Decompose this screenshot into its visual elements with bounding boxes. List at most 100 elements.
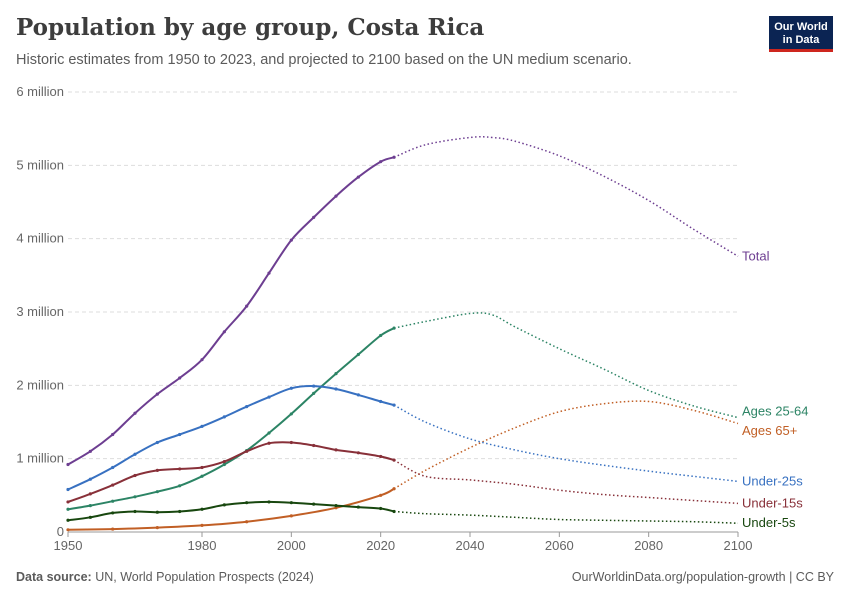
- data-point-under-5s: [392, 509, 396, 514]
- data-point-ages-25-64: [267, 431, 271, 435]
- data-point-under-15s: [133, 473, 137, 478]
- data-point-ages-25-64: [392, 326, 396, 330]
- data-point-under-5s: [267, 500, 271, 504]
- data-point-ages-65: [66, 528, 70, 532]
- data-point-total: [356, 175, 360, 179]
- data-point-under-15s: [245, 449, 249, 453]
- data-point-ages-25-64: [66, 507, 70, 511]
- series-label-total: Total: [742, 248, 770, 263]
- x-tick-label: 2080: [634, 538, 663, 553]
- data-point-under-25s: [379, 399, 383, 404]
- data-point-total: [155, 392, 159, 396]
- x-tick-label: 2000: [277, 538, 306, 553]
- data-point-under-25s: [356, 393, 360, 397]
- data-point-under-15s: [222, 460, 226, 464]
- logo-line-1: Our World: [774, 21, 828, 33]
- data-point-under-15s: [155, 468, 159, 472]
- series-line-under-25s-historic: [67, 385, 395, 491]
- data-point-ages-65: [379, 493, 383, 497]
- data-point-ages-25-64: [334, 372, 338, 376]
- series-label-under-25s: Under-25s: [742, 473, 803, 488]
- data-point-ages-25-64: [222, 462, 226, 467]
- data-point-under-15s: [178, 467, 182, 471]
- series-line-under-5s-historic: [67, 500, 395, 522]
- data-point-ages-65: [155, 526, 159, 530]
- data-point-ages-65: [392, 487, 396, 491]
- data-point-total: [289, 238, 293, 242]
- x-tick-label: 1980: [188, 538, 217, 553]
- data-point-under-15s: [379, 454, 383, 459]
- series-label-under-5s: Under-5s: [742, 515, 796, 530]
- data-point-under-25s: [245, 405, 249, 409]
- x-tick-label: 1950: [54, 538, 83, 553]
- data-point-total: [133, 411, 137, 415]
- data-point-under-25s: [312, 384, 316, 388]
- series-label-ages-65: Ages 65+: [742, 423, 797, 438]
- data-point-under-15s: [267, 441, 271, 445]
- data-point-total: [245, 304, 249, 308]
- series-line-ages-25-64-historic: [67, 327, 395, 511]
- data-point-under-5s: [111, 511, 115, 515]
- y-tick-label: 1 million: [16, 451, 64, 466]
- data-point-ages-25-64: [379, 333, 383, 338]
- data-point-ages-25-64: [155, 490, 159, 494]
- series-line-total-historic: [67, 156, 395, 466]
- y-tick-label: 4 million: [16, 231, 64, 246]
- data-point-under-15s: [289, 440, 293, 445]
- data-point-under-15s: [200, 465, 204, 470]
- series-line-under-15s-historic: [67, 441, 395, 503]
- data-point-total: [88, 449, 92, 453]
- data-point-total: [66, 462, 70, 467]
- data-point-under-15s: [88, 492, 92, 496]
- y-tick-label: 6 million: [16, 84, 64, 99]
- data-point-ages-25-64: [289, 412, 293, 416]
- data-point-under-25s: [133, 452, 137, 456]
- footer-url-link[interactable]: OurWorldinData.org/population-growth | C…: [571, 570, 834, 584]
- data-point-ages-65: [111, 527, 115, 531]
- data-point-under-15s: [356, 451, 360, 455]
- x-tick-label: 2040: [456, 538, 485, 553]
- data-point-under-5s: [178, 509, 182, 514]
- data-point-total: [178, 376, 182, 380]
- data-point-under-15s: [312, 443, 316, 448]
- data-point-ages-25-64: [356, 352, 360, 357]
- series-line-under-25s-projected: [393, 404, 739, 483]
- data-source-label: Data source:: [16, 570, 92, 584]
- data-point-under-5s: [66, 518, 70, 522]
- data-point-under-15s: [66, 500, 70, 504]
- data-point-under-25s: [222, 415, 226, 419]
- series-line-under-5s-projected: [394, 510, 739, 524]
- data-point-under-5s: [245, 501, 249, 505]
- data-point-total: [334, 194, 338, 198]
- x-tick-label: 2100: [724, 538, 753, 553]
- data-point-under-25s: [155, 440, 159, 445]
- data-point-ages-65: [245, 520, 249, 524]
- data-point-ages-25-64: [178, 484, 182, 488]
- data-point-under-25s: [111, 465, 115, 470]
- data-point-under-5s: [155, 510, 159, 514]
- x-axis: 1950 1980 2000 2020 2040 2060 2080 2100: [54, 531, 753, 553]
- data-point-total: [267, 271, 271, 275]
- data-point-under-25s: [267, 395, 271, 399]
- data-point-under-5s: [379, 506, 383, 511]
- data-point-under-5s: [88, 515, 92, 519]
- y-tick-label: 0: [57, 524, 64, 539]
- data-point-under-5s: [289, 501, 293, 505]
- data-source: Data source: UN, World Population Prospe…: [16, 570, 314, 584]
- y-tick-label: 3 million: [16, 304, 64, 319]
- chart-subtitle: Historic estimates from 1950 to 2023, an…: [16, 52, 632, 68]
- data-point-under-5s: [133, 509, 137, 514]
- data-point-total: [379, 160, 383, 164]
- data-point-under-15s: [111, 483, 115, 487]
- data-point-ages-65: [334, 506, 338, 510]
- data-point-under-5s: [334, 504, 338, 508]
- series-label-under-15s: Under-15s: [742, 495, 803, 510]
- data-point-ages-65: [289, 514, 293, 518]
- y-tick-label: 5 million: [16, 157, 64, 172]
- series-line-ages-65-projected: [393, 400, 739, 490]
- series-labels: Total Ages 25-64 Ages 65+ Under-25s Under-15…: [742, 248, 809, 530]
- data-point-ages-25-64: [111, 499, 115, 503]
- owid-logo[interactable]: Our World in Data: [769, 16, 833, 52]
- data-point-under-25s: [88, 477, 92, 481]
- y-tick-label: 2 million: [16, 377, 64, 392]
